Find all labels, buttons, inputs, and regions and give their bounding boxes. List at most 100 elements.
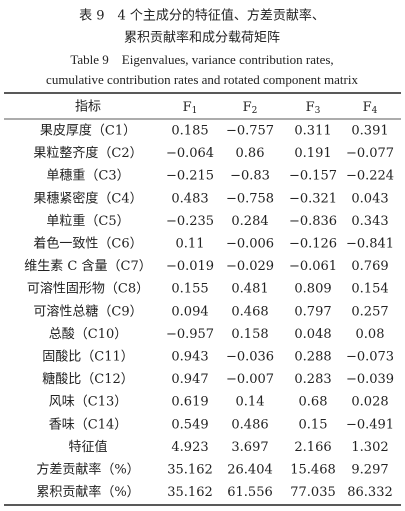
cell-value: −0.019: [166, 259, 214, 274]
cell-value: −0.036: [226, 350, 274, 365]
cell-value: −0.957: [166, 327, 214, 342]
cell-value: 0.619: [171, 395, 208, 410]
cell-value: 15.468: [290, 463, 336, 478]
row-label: 总酸（C10）: [49, 327, 128, 342]
cell-value: −0.215: [166, 169, 214, 184]
cell-value: −0.039: [346, 372, 394, 387]
row-label: 果粒整齐度（C2）: [33, 145, 142, 161]
row-label: 香味（C14）: [49, 417, 128, 432]
cell-value: 0.11: [176, 237, 205, 252]
cell-value: −0.064: [166, 146, 214, 161]
cell-value: 0.028: [351, 395, 388, 410]
cell-value: 0.08: [356, 327, 385, 342]
cell-value: −0.491: [346, 417, 394, 432]
header-label: 指标: [75, 100, 101, 115]
cell-value: 0.283: [294, 372, 331, 387]
cell-value: 0.481: [231, 282, 268, 297]
cell-value: 0.549: [171, 417, 208, 432]
row-label: 固酸比（C11）: [42, 350, 134, 365]
cell-value: 0.797: [294, 304, 331, 319]
cell-value: 0.391: [351, 124, 388, 139]
cell-value: 0.155: [171, 282, 208, 297]
cell-value: 0.943: [171, 350, 208, 365]
cell-value: 0.094: [171, 304, 208, 319]
cell-value: −0.841: [346, 237, 394, 252]
header-letter: F: [183, 100, 192, 115]
cell-value: 2.166: [294, 440, 331, 455]
header-subscript: 1: [192, 106, 198, 116]
header-letter: F: [363, 100, 372, 115]
cell-value: 0.311: [294, 124, 331, 139]
cell-value: 0.809: [294, 282, 331, 297]
row-label: 可溶性固形物（C8）: [27, 282, 149, 297]
cell-value: −0.126: [289, 237, 337, 252]
cell-value: 0.483: [171, 191, 208, 206]
cell-value: 0.257: [351, 304, 388, 319]
cell-value: −0.757: [226, 124, 274, 139]
cell-value: 1.302: [351, 440, 388, 455]
cell-value: 0.14: [236, 395, 265, 410]
cell-value: −0.006: [226, 237, 274, 252]
cell-value: 0.185: [171, 124, 208, 139]
header-subscript: 2: [252, 106, 258, 116]
cell-value: 86.332: [347, 485, 393, 500]
caption-en: Table 9 Eigenvalues, variance contributi…: [70, 52, 333, 67]
cell-value: −0.235: [166, 214, 214, 229]
cell-value: 0.288: [294, 350, 331, 365]
header-subscript: 4: [372, 106, 378, 116]
cell-value: −0.073: [346, 350, 394, 365]
cell-value: 0.468: [231, 304, 268, 319]
cell-value: −0.224: [346, 169, 394, 184]
cell-value: 35.162: [167, 485, 213, 500]
cell-value: 0.048: [294, 327, 331, 342]
row-label: 风味（C13）: [49, 395, 128, 410]
cell-value: 3.697: [231, 440, 268, 455]
header-cell: F3: [306, 100, 321, 116]
cell-value: −0.029: [226, 259, 274, 274]
cell-value: −0.007: [226, 372, 274, 387]
caption-zh: 累积贡献率和成分载荷矩阵: [124, 30, 280, 46]
header-subscript: 3: [315, 106, 321, 116]
cell-value: 61.556: [227, 485, 273, 500]
cell-value: −0.157: [289, 169, 337, 184]
header-cell: F4: [363, 100, 378, 116]
caption-zh: 表 9 4 个主成分的特征值、方差贡献率、: [79, 8, 325, 24]
row-label: 可溶性总糖（C9）: [33, 303, 142, 319]
header-cell: F2: [243, 100, 258, 116]
row-label: 果穗紧密度（C4）: [33, 190, 142, 206]
cell-value: −0.836: [289, 214, 337, 229]
cell-value: −0.061: [289, 259, 337, 274]
cell-value: 0.947: [171, 372, 208, 387]
row-label: 维生素 C 含量（C7）: [24, 258, 151, 274]
cell-value: 9.297: [351, 463, 388, 478]
cell-value: 0.343: [351, 214, 388, 229]
cell-value: −0.077: [346, 146, 394, 161]
cell-value: 0.15: [299, 417, 328, 432]
header-letter: F: [243, 100, 252, 115]
cell-value: 0.154: [351, 282, 388, 297]
row-label: 果皮厚度（C1）: [40, 123, 136, 139]
cell-value: −0.83: [230, 169, 270, 184]
cell-value: −0.758: [226, 191, 274, 206]
header-letter: F: [306, 100, 315, 115]
row-label: 方差贡献率（%）: [36, 462, 139, 478]
cell-value: 77.035: [290, 485, 336, 500]
row-label: 单粒重（C5）: [46, 213, 129, 229]
cell-value: 0.043: [351, 191, 388, 206]
cell-value: −0.321: [289, 191, 337, 206]
row-label: 着色一致性（C6）: [33, 236, 142, 252]
row-label: 单穗重（C3）: [46, 168, 129, 184]
cell-value: 4.923: [171, 440, 208, 455]
cell-value: 0.284: [231, 214, 268, 229]
cell-value: 35.162: [167, 463, 213, 478]
cell-value: 0.486: [231, 417, 268, 432]
cell-value: 0.191: [294, 146, 331, 161]
row-label: 糖酸比（C12）: [42, 371, 134, 387]
cell-value: 26.404: [227, 463, 273, 478]
row-label: 累积贡献率（%）: [36, 484, 139, 500]
cell-value: 0.86: [236, 146, 265, 161]
cell-value: 0.158: [231, 327, 268, 342]
row-label: 特征值: [68, 439, 107, 455]
header-cell: F1: [183, 100, 198, 116]
